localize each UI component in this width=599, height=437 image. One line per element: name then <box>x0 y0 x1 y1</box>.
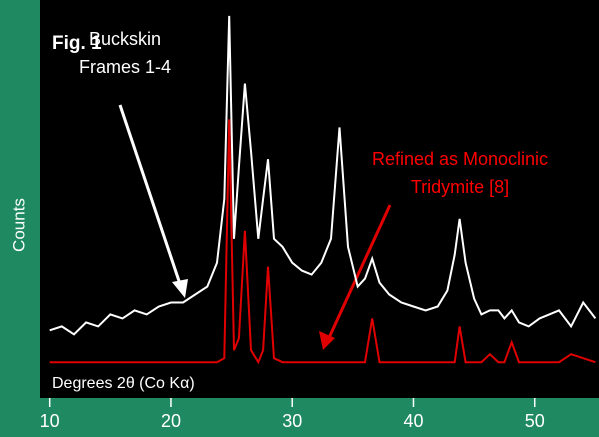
annotation-line: Frames 1-4 <box>79 57 171 77</box>
arrow <box>118 104 184 291</box>
x-axis-label: Degrees 2θ (Co Kα) <box>52 375 195 392</box>
annotation-line: Tridymite [8] <box>411 177 509 197</box>
x-tick-label: 10 <box>40 411 60 431</box>
annotation-line: Buckskin <box>89 29 161 49</box>
arrow <box>326 204 392 341</box>
arrowhead <box>319 331 335 350</box>
x-tick-label: 20 <box>161 411 181 431</box>
annotation-line: Refined as Monoclinic <box>372 149 548 169</box>
arrowhead <box>172 279 188 298</box>
x-tick-label: 50 <box>525 411 545 431</box>
x-tick-label: 40 <box>403 411 423 431</box>
data-line <box>49 119 596 365</box>
y-axis-label: Counts <box>9 198 28 252</box>
x-tick-label: 30 <box>282 411 302 431</box>
annotation: Refined as Monoclinic Tridymite [8] <box>372 149 548 197</box>
annotation: Buckskin Frames 1-4 <box>79 29 171 77</box>
chart-title: Fig. 1 <box>52 33 102 54</box>
data-line <box>49 15 597 336</box>
